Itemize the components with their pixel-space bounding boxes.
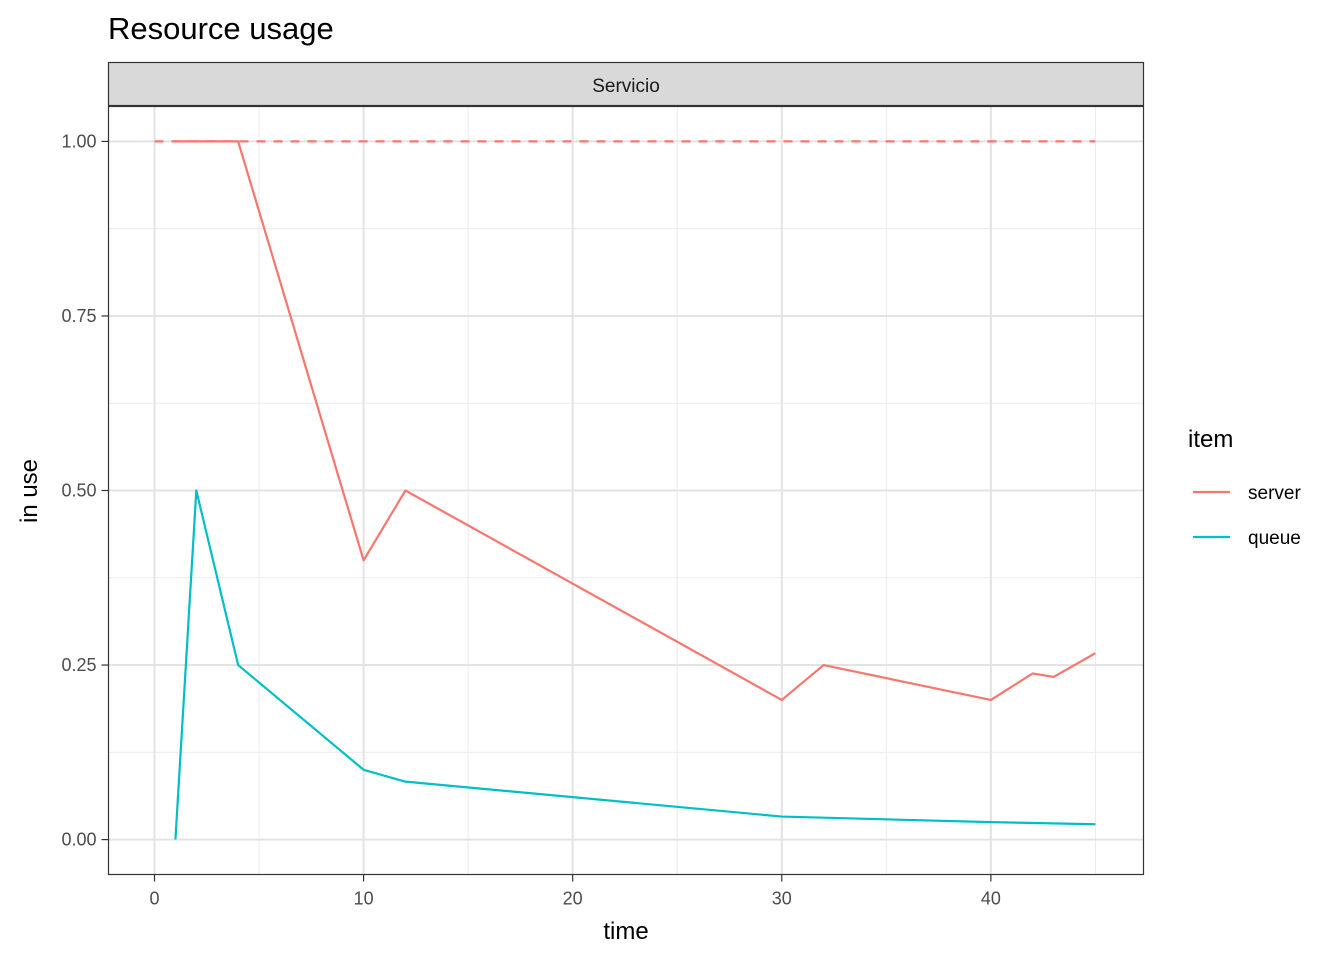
legend-label-server: server [1248, 483, 1301, 504]
facet-label: Servicio [592, 76, 660, 97]
chart-title: Resource usage [108, 11, 334, 46]
legend-label-queue: queue [1248, 528, 1301, 549]
y-axis-title: in use [16, 459, 43, 523]
series-line-queue [174, 489, 1096, 840]
facet-strip [107, 61, 1145, 107]
y-tick-label: 0.00 [61, 830, 96, 850]
legend-title: item [1188, 426, 1233, 453]
x-tick-label: 30 [772, 889, 792, 909]
x-tick-label: 20 [563, 889, 583, 909]
x-axis-title: time [603, 918, 648, 945]
series-line-server [175, 140, 1096, 702]
y-tick-label: 0.50 [61, 481, 96, 501]
x-tick-label: 10 [354, 889, 374, 909]
major-gridlines [108, 106, 1144, 875]
x-tick-label: 0 [149, 889, 159, 909]
y-axis: 0.00 0.25 0.50 0.75 1.00 [61, 131, 109, 850]
y-tick-label: 0.75 [61, 306, 96, 326]
x-axis: 0 10 20 30 40 [149, 874, 1001, 909]
y-tick-label: 1.00 [61, 131, 96, 151]
legend: item server queue [1188, 426, 1301, 549]
x-tick-label: 40 [981, 889, 1001, 909]
y-tick-label: 0.25 [61, 655, 96, 675]
series-lines [174, 140, 1096, 840]
